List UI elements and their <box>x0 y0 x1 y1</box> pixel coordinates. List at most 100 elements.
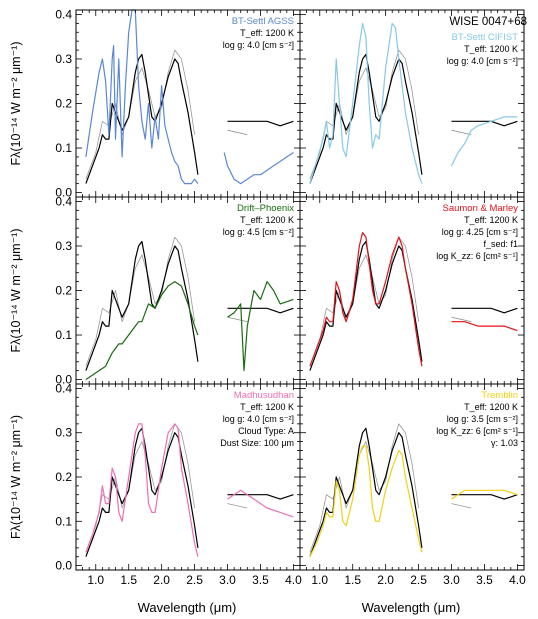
y-tick-label: 0.0 <box>55 559 72 573</box>
model-param-label: log g: 4.0 [cm s⁻²] <box>223 40 294 50</box>
model-param-label: Cloud Type: A <box>238 426 294 436</box>
series-line-model-seg2 <box>223 152 294 185</box>
y-tick-label: 0.0 <box>55 373 72 387</box>
model-param-label: log K_zz: 6 [cm² s⁻¹] <box>436 426 518 436</box>
series-line-model-seg1 <box>85 281 199 380</box>
y-axis-label: Fλ(10⁻¹⁴ W m⁻² μm⁻¹) <box>9 415 23 539</box>
series-line-model-seg2 <box>227 489 294 518</box>
y-tick-label: 0.1 <box>55 328 72 342</box>
series-line-model-seg1 <box>85 423 199 557</box>
model-param-label: log g: 4.5 [cm s⁻²] <box>223 227 294 237</box>
series-line-model-seg1 <box>309 232 423 367</box>
series-line-comparison-seg2 <box>451 129 472 136</box>
model-name-label: BT-Settl AGSS <box>232 16 294 27</box>
x-tick-label: 3.5 <box>476 573 493 587</box>
series-line-observed-seg1 <box>309 427 423 557</box>
x-tick-label: 3.0 <box>443 573 460 587</box>
model-name-label: BT-Settl CIFIST <box>451 32 518 43</box>
panel-top-left: 0.0 0.1 0.2 0.3 0.4 Fλ(10⁻¹⁴ W m⁻² μm⁻¹) BT-Se… <box>9 7 301 200</box>
model-name-label: Tremblin <box>481 390 518 401</box>
series-line-observed-seg2 <box>227 307 294 314</box>
series-line-observed-seg1 <box>85 240 199 371</box>
y-tick-label: 0.2 <box>55 470 72 484</box>
model-param-label: log K_zz: 6 [cm² s⁻¹] <box>436 251 518 261</box>
x-tick-label: 4.0 <box>285 573 302 587</box>
model-param-label: T_eff: 1200 K <box>240 402 294 412</box>
y-tick-label: 0.3 <box>55 426 72 440</box>
y-tick-label: 0.1 <box>55 514 72 528</box>
x-tick-label: 3.0 <box>219 573 236 587</box>
series-line-observed-seg2 <box>451 494 518 500</box>
panels-group: 0.0 0.1 0.2 0.3 0.4 Fλ(10⁻¹⁴ W m⁻² μm⁻¹) BT-Se… <box>9 7 526 587</box>
series-line-model-seg2 <box>451 489 518 500</box>
x-tick-label: 3.5 <box>252 573 269 587</box>
series-line-comparison-seg2 <box>227 503 248 509</box>
series-line-model-seg2 <box>450 116 518 167</box>
panel-frame <box>75 196 301 385</box>
x-axis-label-right: Wavelength (μm) <box>362 600 461 615</box>
model-param-label: Dust Size: 100 μm <box>220 438 294 448</box>
y-tick-label: 0.3 <box>55 52 72 66</box>
model-param-label: log g: 4.0 [cm s⁻²] <box>223 414 294 424</box>
series-line-observed-seg1 <box>309 240 423 371</box>
series-line-model-seg2 <box>451 321 518 332</box>
series-line-observed-seg2 <box>227 120 294 127</box>
series-line-comparison-seg1 <box>309 49 419 180</box>
series-line-observed-seg1 <box>309 53 423 184</box>
y-tick-label: 0.0 <box>55 186 72 200</box>
model-param-label: T_eff: 1200 K <box>464 402 518 412</box>
x-tick-label: 2.0 <box>153 573 170 587</box>
y-tick-label: 0.2 <box>55 284 72 298</box>
panel-middle-left: 0.0 0.1 0.2 0.3 0.4 Fλ(10⁻¹⁴ W m⁻² μm⁻¹) Drift… <box>9 194 301 387</box>
panel-frame <box>299 196 525 385</box>
series-line-comparison-seg1 <box>85 49 195 180</box>
model-name-label: Drift–Phoenix <box>237 203 294 214</box>
series-line-model-seg1 <box>309 22 423 184</box>
model-name-label: Madhusudhan <box>234 390 294 401</box>
y-tick-label: 0.2 <box>55 97 72 111</box>
x-tick-label: 1.5 <box>120 573 137 587</box>
panel-frame <box>75 9 301 198</box>
series-line-comparison-seg2 <box>227 316 248 323</box>
y-tick-label: 0.4 <box>55 381 72 395</box>
model-param-label: f_sed: f1 <box>483 239 518 249</box>
figure-title: WISE 0047+68 <box>449 16 527 28</box>
model-param-label: T_eff: 1200 K <box>240 215 294 225</box>
series-line-comparison-seg2 <box>227 129 248 136</box>
series-line-model-seg1 <box>85 9 199 185</box>
series-line-observed-seg1 <box>85 427 199 557</box>
series-line-comparison-seg1 <box>309 236 419 367</box>
y-axis-label: Fλ(10⁻¹⁴ W m⁻² μm⁻¹) <box>9 228 23 352</box>
x-tick-label: 2.5 <box>186 573 203 587</box>
model-param-label: log g: 4.0 [cm s⁻²] <box>447 56 518 66</box>
series-line-observed-seg2 <box>227 494 294 500</box>
model-name-label: Saumon & Marley <box>442 203 518 214</box>
series-line-comparison-seg2 <box>451 503 472 509</box>
series-line-model-seg2 <box>227 281 294 372</box>
y-tick-label: 0.4 <box>55 194 72 208</box>
x-tick-label: 4.0 <box>509 573 526 587</box>
panel-bottom-left: 0.0 0.1 0.2 0.3 0.4 Fλ(10⁻¹⁴ W m⁻² μm⁻¹) 1.0 1.… <box>9 381 302 587</box>
x-tick-label: 1.0 <box>311 573 328 587</box>
x-tick-label: 2.5 <box>410 573 427 587</box>
y-tick-label: 0.1 <box>55 141 72 155</box>
series-line-comparison-seg1 <box>309 423 419 553</box>
series-line-comparison-seg2 <box>451 316 472 323</box>
model-param-label: log g: 3.5 [cm s⁻²] <box>447 414 518 424</box>
series-line-observed-seg1 <box>85 53 199 184</box>
series-line-observed-seg2 <box>451 307 518 314</box>
x-tick-label: 1.0 <box>87 573 104 587</box>
y-tick-label: 0.3 <box>55 239 72 253</box>
model-param-label: γ: 1.03 <box>491 438 518 448</box>
series-line-observed-seg2 <box>451 120 518 127</box>
y-axis-label: Fλ(10⁻¹⁴ W m⁻² μm⁻¹) <box>9 41 23 165</box>
x-tick-label: 1.5 <box>344 573 361 587</box>
series-line-comparison-seg1 <box>85 236 195 367</box>
model-param-label: log g: 4.25 [cm s⁻²] <box>442 227 518 237</box>
x-axis-label-left: Wavelength (μm) <box>138 600 237 615</box>
y-tick-label: 0.4 <box>55 7 72 21</box>
